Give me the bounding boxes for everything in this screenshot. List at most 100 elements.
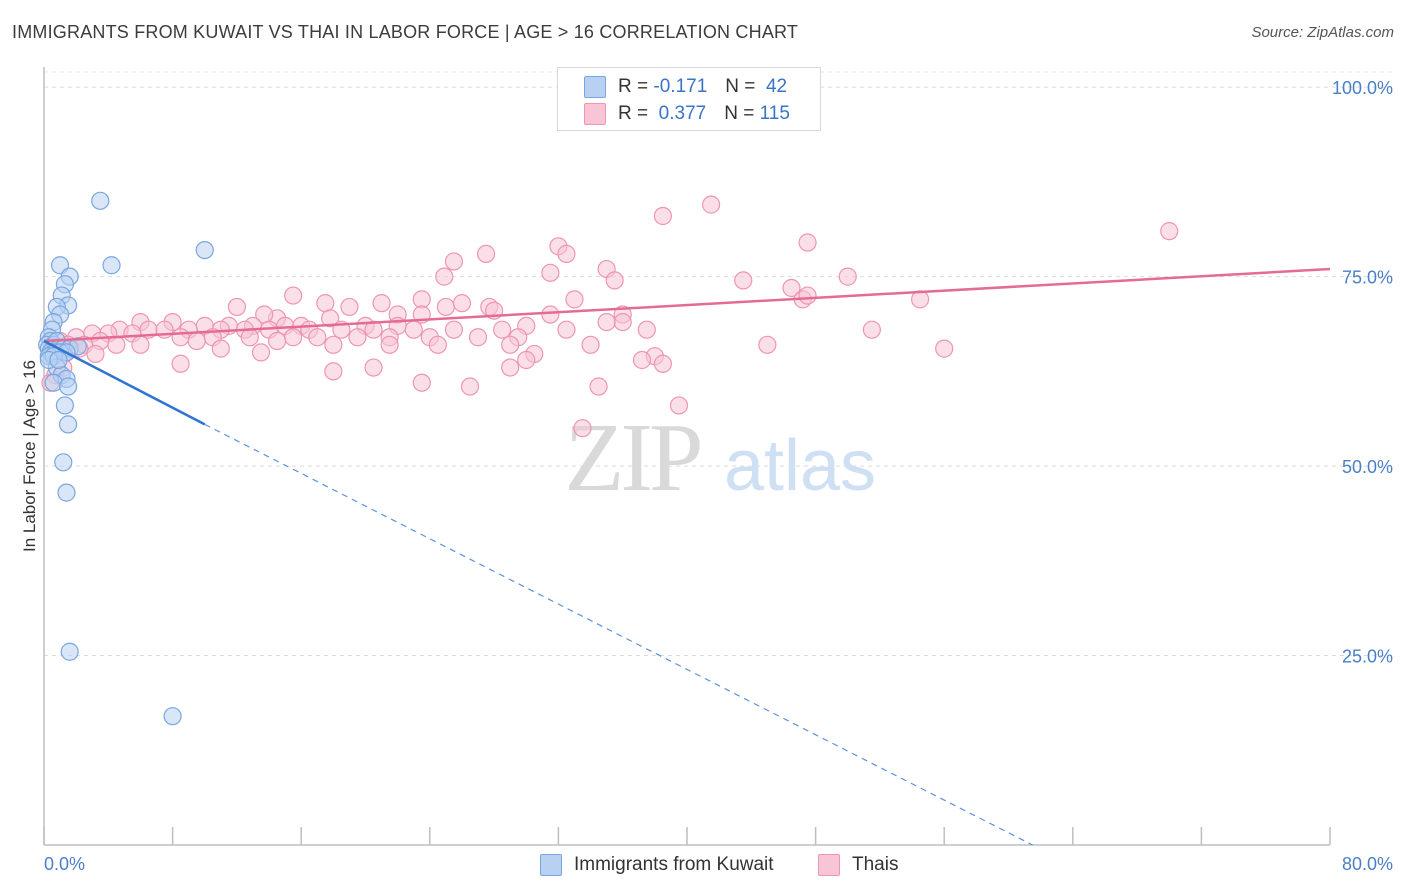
kuwait-point xyxy=(54,453,73,472)
thais-point xyxy=(240,328,259,347)
thais-point xyxy=(653,354,672,373)
thais-trend-line xyxy=(43,267,1331,343)
watermark: ZIP atlas xyxy=(565,404,877,512)
thais-point xyxy=(862,320,881,339)
y-axis-label: In Labor Force | Age > 16 xyxy=(20,360,39,552)
y-tick-label: 50.0% xyxy=(1342,457,1393,477)
kuwait-trend-extension xyxy=(204,423,1033,846)
thais-point xyxy=(493,320,512,339)
thais-point xyxy=(436,297,455,317)
thais-point xyxy=(589,377,608,396)
legend-n-label: N = xyxy=(724,103,755,124)
thais-point xyxy=(541,263,560,282)
thais-point xyxy=(324,362,343,381)
thais-point xyxy=(404,320,423,339)
thais-point xyxy=(86,344,105,364)
y-tick-label: 75.0% xyxy=(1342,268,1393,288)
thais-point xyxy=(581,335,600,354)
thais-point xyxy=(637,320,656,339)
thais-point xyxy=(171,328,190,347)
thais-point xyxy=(460,377,480,396)
thais-point xyxy=(380,335,399,354)
legend-r-value: 0.377 xyxy=(658,103,707,124)
legend-n-value: 115 xyxy=(759,103,790,124)
thais-point xyxy=(501,358,520,377)
thais-point xyxy=(435,267,454,286)
kuwait-point xyxy=(60,642,79,661)
thais-point xyxy=(501,335,520,354)
thais-point xyxy=(468,328,488,347)
thais-point xyxy=(476,244,496,263)
kuwait-point xyxy=(57,483,76,502)
thais-point xyxy=(444,252,464,271)
thais-point xyxy=(267,331,287,351)
thais-point xyxy=(758,335,777,354)
thais-point xyxy=(211,339,230,358)
thais-point xyxy=(364,320,383,339)
legend-swatch-kuwait xyxy=(584,76,606,98)
thais-point xyxy=(605,271,624,290)
thais-point xyxy=(372,294,391,313)
thais-point xyxy=(340,297,359,317)
legend-r-label: R = xyxy=(618,76,649,97)
legend: R = -0.171 N = 42 R = 0.377 N = 115 xyxy=(557,67,821,131)
thais-point xyxy=(364,358,383,377)
kuwait-point xyxy=(91,191,110,210)
thais-point xyxy=(798,286,817,305)
legend-r-value: -0.171 xyxy=(653,76,708,97)
thais-point xyxy=(669,396,689,415)
thais-point xyxy=(632,350,652,370)
thais-point xyxy=(653,206,672,226)
chart-title: IMMIGRANTS FROM KUWAIT VS THAI IN LABOR … xyxy=(12,22,799,42)
thais-point xyxy=(131,335,150,354)
kuwait-point xyxy=(55,396,74,415)
thais-point xyxy=(348,328,367,347)
thais-point xyxy=(251,343,271,362)
kuwait-point xyxy=(102,256,121,275)
thais-point xyxy=(541,305,560,324)
thais-point xyxy=(324,335,343,354)
legend-row-kuwait: R = -0.171 N = 42 xyxy=(584,74,787,100)
thais-point xyxy=(452,294,472,313)
thais-point xyxy=(597,312,616,332)
bottom-legend-label-kuwait: Immigrants from Kuwait xyxy=(574,854,774,875)
bottom-legend-label-thais: Thais xyxy=(852,854,899,875)
thais-point xyxy=(573,419,592,438)
thais-point xyxy=(838,267,857,286)
thais-point xyxy=(613,312,632,332)
thais-point xyxy=(557,320,576,339)
thais-point xyxy=(284,328,303,347)
legend-n-value: 42 xyxy=(765,76,788,97)
legend-n-label: N = xyxy=(725,76,756,97)
thais-point xyxy=(187,331,206,351)
bottom-legend-swatch-kuwait xyxy=(540,854,562,876)
thais-point xyxy=(284,286,303,305)
thais-point xyxy=(444,320,464,339)
thais-point xyxy=(557,244,576,263)
y-tick-label: 100.0% xyxy=(1332,78,1393,98)
kuwait-point xyxy=(195,240,214,260)
bottom-legend-thais: Thais xyxy=(818,852,898,878)
x-tick-label: 0.0% xyxy=(44,854,85,874)
thais-point xyxy=(798,233,817,252)
watermark-atlas: atlas xyxy=(724,426,876,506)
thais-point xyxy=(308,328,327,347)
thais-point xyxy=(316,294,335,313)
thais-point xyxy=(517,350,536,370)
y-tick-label: 25.0% xyxy=(1342,647,1393,667)
thais-point xyxy=(1160,222,1179,241)
thais-point xyxy=(412,290,431,309)
thais-point xyxy=(734,271,753,290)
thais-point xyxy=(935,339,954,358)
bottom-legend-kuwait: Immigrants from Kuwait xyxy=(540,852,774,878)
source-label: Source: ZipAtlas.com xyxy=(1251,24,1394,41)
kuwait-point xyxy=(49,350,68,370)
thais-point xyxy=(702,195,721,214)
legend-row-thais: R = 0.377 N = 115 xyxy=(584,101,790,127)
thais-point xyxy=(428,335,447,354)
kuwait-point xyxy=(163,707,182,726)
x-tick-label: 80.0% xyxy=(1342,854,1393,874)
kuwait-point xyxy=(59,415,78,434)
thais-point xyxy=(565,290,584,309)
